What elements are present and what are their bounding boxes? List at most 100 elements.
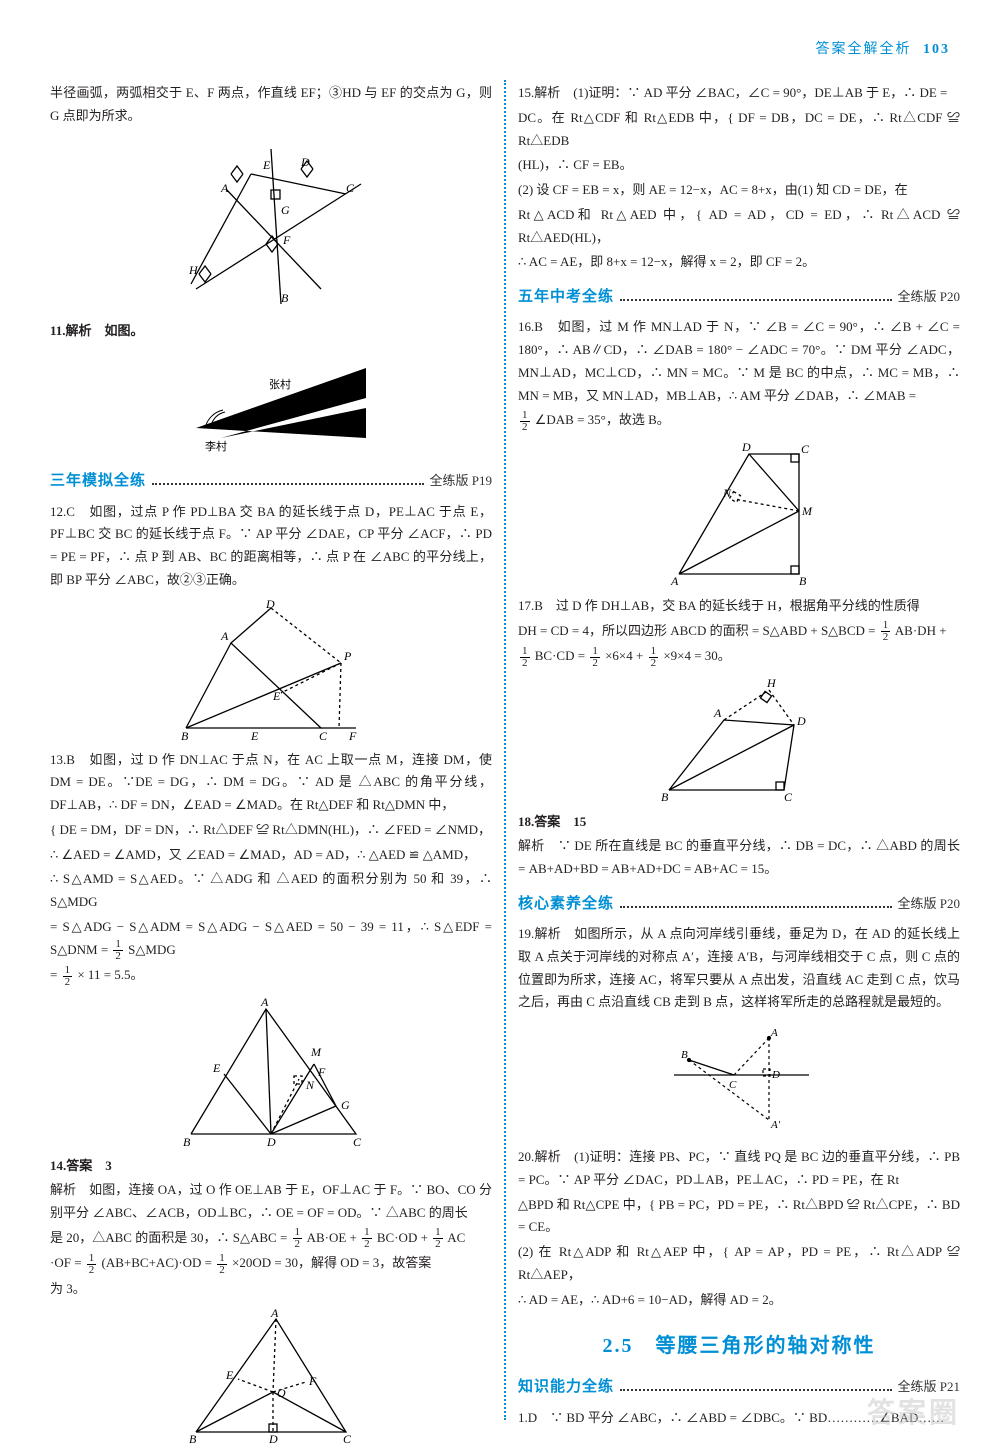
section-zhishi: 知识能力全练 全练版 P21: [518, 1374, 960, 1400]
frac-half: 12: [293, 1227, 303, 1250]
svg-text:C: C: [343, 1432, 352, 1446]
q13f: = 12 × 11 = 5.5。: [50, 964, 492, 988]
q14d: 为 3。: [50, 1278, 492, 1301]
svg-text:C: C: [319, 729, 328, 743]
q16b: 12 ∠DAB = 35°，故选 B。: [518, 409, 960, 433]
svg-text:M: M: [801, 504, 813, 518]
figure-q17: H A D B C: [518, 675, 960, 805]
svg-text:N: N: [305, 1078, 315, 1092]
q15e: Rt△ACD和 Rt△AED 中，{ AD = AD，CD = ED，∴ Rt△…: [518, 204, 960, 250]
svg-text:D: D: [741, 440, 751, 454]
svg-text:G: G: [281, 203, 290, 217]
section-hexin: 核心素养全练 全练版 P20: [518, 891, 960, 917]
q14a: 解析 如图，连接 OA，过 O 作 OE⊥AB 于 E，OF⊥AC 于 F。∵ …: [50, 1179, 492, 1225]
frac-half: 12: [113, 939, 123, 962]
q14b: 是 20，△ABC 的面积是 30，∴ S△ABC = 12 AB·OE + 1…: [50, 1227, 492, 1251]
section-title: 五年中考全练: [518, 284, 614, 310]
frac-half: 12: [433, 1227, 443, 1250]
svg-text:B: B: [661, 790, 669, 804]
svg-text:E: E: [250, 729, 259, 743]
svg-text:C: C: [801, 442, 810, 456]
svg-text:B: B: [281, 291, 289, 305]
svg-text:B: B: [183, 1135, 191, 1149]
frac-half: 12: [649, 646, 659, 669]
svg-text:B: B: [181, 729, 189, 743]
q17c: 12 BC·CD = 12 ×6×4 + 12 ×9×4 = 30。: [518, 645, 960, 669]
svg-text:张村: 张村: [269, 377, 291, 391]
right-column: 15.解析 (1)证明：∵ AD 平分 ∠BAC，∠C = 90°，DE⊥AB …: [518, 80, 960, 1420]
svg-text:D: D: [268, 1432, 278, 1446]
q15a: 15.解析 (1)证明：∵ AD 平分 ∠BAC，∠C = 90°，DE⊥AB …: [518, 82, 960, 105]
figure-intro: AC ED GF HB: [50, 134, 492, 314]
svg-text:E: E: [212, 1061, 221, 1075]
content-columns: 半径画弧，两弧相交于 E、F 两点，作直线 EF；③HD 与 EF 的交点为 G…: [50, 80, 960, 1420]
svg-text:C: C: [784, 790, 793, 804]
svg-text:D: D: [796, 714, 806, 728]
svg-text:B: B: [799, 574, 807, 588]
svg-text:H: H: [766, 676, 777, 690]
q11-head: 11.解析 如图。: [50, 323, 144, 338]
header-label: 答案全解全析: [816, 42, 912, 57]
q13b: { DE = DM，DF = DN，∴ Rt△DEF ≌ Rt△DMN(HL)，…: [50, 819, 492, 842]
q16a: 16.B 如图，过 M 作 MN⊥AD 于 N，∵ ∠B = ∠C = 90°，…: [518, 316, 960, 407]
q15d: (2) 设 CF = EB = x，则 AE = 12−x，AC = 8+x，由…: [518, 179, 960, 202]
svg-text:A: A: [220, 181, 229, 195]
section-sannian: 三年模拟全练 全练版 P19: [50, 468, 492, 494]
q15f: ∴ AC = AE，即 8+x = 12−x，解得 x = 2，即 CF = 2…: [518, 251, 960, 274]
intro-text: 半径画弧，两弧相交于 E、F 两点，作直线 EF；③HD 与 EF 的交点为 G…: [50, 82, 492, 128]
section-ref: 全练版 P20: [898, 286, 960, 309]
figure-q11: 张村 李村 P: [50, 348, 492, 458]
svg-text:C: C: [353, 1135, 362, 1149]
svg-text:B: B: [681, 1049, 688, 1061]
figure-q14: AE FO BDC: [50, 1307, 492, 1447]
q12-text: 12.C 如图，过点 P 作 PD⊥BA 交 BA 的延长线于点 D，PE⊥AC…: [50, 501, 492, 592]
svg-text:G: G: [341, 1098, 350, 1112]
svg-text:F: F: [308, 1374, 317, 1388]
svg-text:A: A: [260, 995, 269, 1009]
svg-text:A: A: [770, 1027, 778, 1039]
q17a: 17.B 过 D 作 DH⊥AB，交 BA 的延长线于 H，根据角平分线的性质得: [518, 595, 960, 618]
svg-text:P: P: [214, 419, 222, 431]
q18-head: 18.答案 15: [518, 814, 586, 829]
q13e: = S△ADG − S△ADM = S△ADG − S△AED = 50 − 3…: [50, 916, 492, 962]
svg-text:A: A: [713, 706, 722, 720]
section-title: 核心素养全练: [518, 891, 614, 917]
section-ref: 全练版 P19: [430, 470, 492, 493]
q13a: 13.B 如图，过 D 作 DN⊥AC 于点 N，在 AC 上取一点 M，连接 …: [50, 749, 492, 817]
frac-half: 12: [217, 1253, 227, 1276]
q13c: ∴ ∠AED = ∠AMD，又 ∠EAD = ∠MAD，AD = AD，∴ △A…: [50, 844, 492, 867]
q14c: ·OF = 12 (AB+BC+AC)·OD = 12 ×20OD = 30，解…: [50, 1252, 492, 1276]
svg-text:B: B: [189, 1432, 197, 1446]
dots: [152, 483, 424, 485]
dots: [620, 906, 892, 908]
section-ref: 全练版 P20: [898, 893, 960, 916]
section-title: 知识能力全练: [518, 1374, 614, 1400]
svg-text:F: F: [282, 233, 291, 247]
q19a: 19.解析 如图所示，从 A 点向河岸线引垂线，垂足为 D，在 AD 的延长线上…: [518, 923, 960, 1014]
dots: [620, 299, 892, 301]
svg-text:M: M: [310, 1045, 322, 1059]
frac-half: 12: [520, 410, 530, 433]
q1: 1.D ∵ BD 平分 ∠ABC，∴ ∠ABD = ∠DBC。∵ BD…………∠…: [518, 1407, 960, 1430]
svg-text:P: P: [343, 649, 352, 663]
figure-q16: DC NM AB: [518, 439, 960, 589]
svg-text:H: H: [188, 263, 199, 277]
q20a: 20.解析 (1)证明：连接 PB、PC，∵ 直线 PQ 是 BC 边的垂直平分…: [518, 1146, 960, 1192]
q20b: △BPD 和 Rt△CPE 中，{ PB = PC，PD = PE，∴ Rt△B…: [518, 1194, 960, 1240]
svg-text:C: C: [729, 1079, 737, 1091]
frac-half: 12: [590, 646, 600, 669]
q20c: (2) 在 Rt△ADP 和 Rt△AEP 中，{ AP = AP，PD = P…: [518, 1241, 960, 1287]
section-title: 三年模拟全练: [50, 468, 146, 494]
q18a: 解析 ∵ DE 所在直线是 BC 的垂直平分线，∴ DB = DC，∴ △ABD…: [518, 835, 960, 881]
svg-text:李村: 李村: [205, 439, 227, 453]
frac-half: 12: [362, 1227, 372, 1250]
svg-text:A: A: [270, 1307, 279, 1320]
svg-text:D: D: [771, 1069, 780, 1081]
page-number: 103: [923, 42, 950, 57]
svg-text:D: D: [266, 1135, 276, 1149]
svg-text:N: N: [722, 486, 732, 500]
q20d: ∴ AD = AE，∴ AD+6 = 10−AD，解得 AD = 2。: [518, 1289, 960, 1312]
svg-text:O: O: [277, 1386, 286, 1400]
figure-q12: DA PE BCF E: [50, 598, 492, 743]
svg-text:F: F: [348, 729, 357, 743]
